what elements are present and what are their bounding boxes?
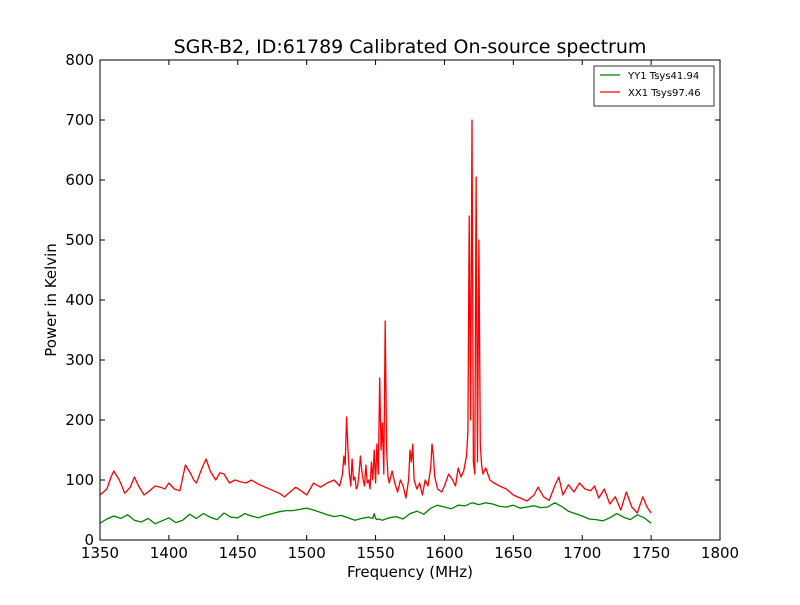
y-tick-label: 500 bbox=[65, 231, 94, 249]
legend: YY1 Tsys41.94 XX1 Tsys97.46 bbox=[593, 65, 715, 107]
series-line-2 bbox=[100, 119, 652, 514]
series-line-1 bbox=[100, 502, 652, 525]
y-axis-label: Power in Kelvin bbox=[42, 243, 60, 357]
y-tick-label: 0 bbox=[84, 531, 94, 549]
x-axis-label: Frequency (MHz) bbox=[347, 563, 473, 581]
y-tick-label: 700 bbox=[65, 111, 94, 129]
x-tick-label: 1550 bbox=[356, 544, 394, 562]
y-tick-label: 100 bbox=[65, 471, 94, 489]
x-tick-label: 1700 bbox=[563, 544, 601, 562]
axis-ticks: 1350 1400 1450 1500 1550 1600 1650 1700 1750 1800… bbox=[65, 51, 739, 562]
x-tick-label: 1800 bbox=[701, 544, 739, 562]
legend-box bbox=[593, 65, 715, 107]
x-tick-label: 1350 bbox=[81, 544, 119, 562]
x-tick-label: 1650 bbox=[494, 544, 532, 562]
x-tick-label: 1450 bbox=[219, 544, 257, 562]
chart-title: SGR-B2, ID:61789 Calibrated On-source sp… bbox=[174, 36, 647, 58]
x-tick-label: 1750 bbox=[632, 544, 670, 562]
plot-area bbox=[100, 119, 652, 525]
y-tick-label: 300 bbox=[65, 351, 94, 369]
y-tick-label: 200 bbox=[65, 411, 94, 429]
y-tick-label: 600 bbox=[65, 171, 94, 189]
x-tick-label: 1500 bbox=[288, 544, 326, 562]
legend-label-2: XX1 Tsys97.46 bbox=[628, 88, 701, 99]
x-tick-label: 1400 bbox=[150, 544, 188, 562]
legend-label-1: YY1 Tsys41.94 bbox=[627, 71, 699, 82]
y-tick-label: 800 bbox=[65, 51, 94, 69]
y-tick-label: 400 bbox=[65, 291, 94, 309]
x-tick-label: 1600 bbox=[425, 544, 463, 562]
